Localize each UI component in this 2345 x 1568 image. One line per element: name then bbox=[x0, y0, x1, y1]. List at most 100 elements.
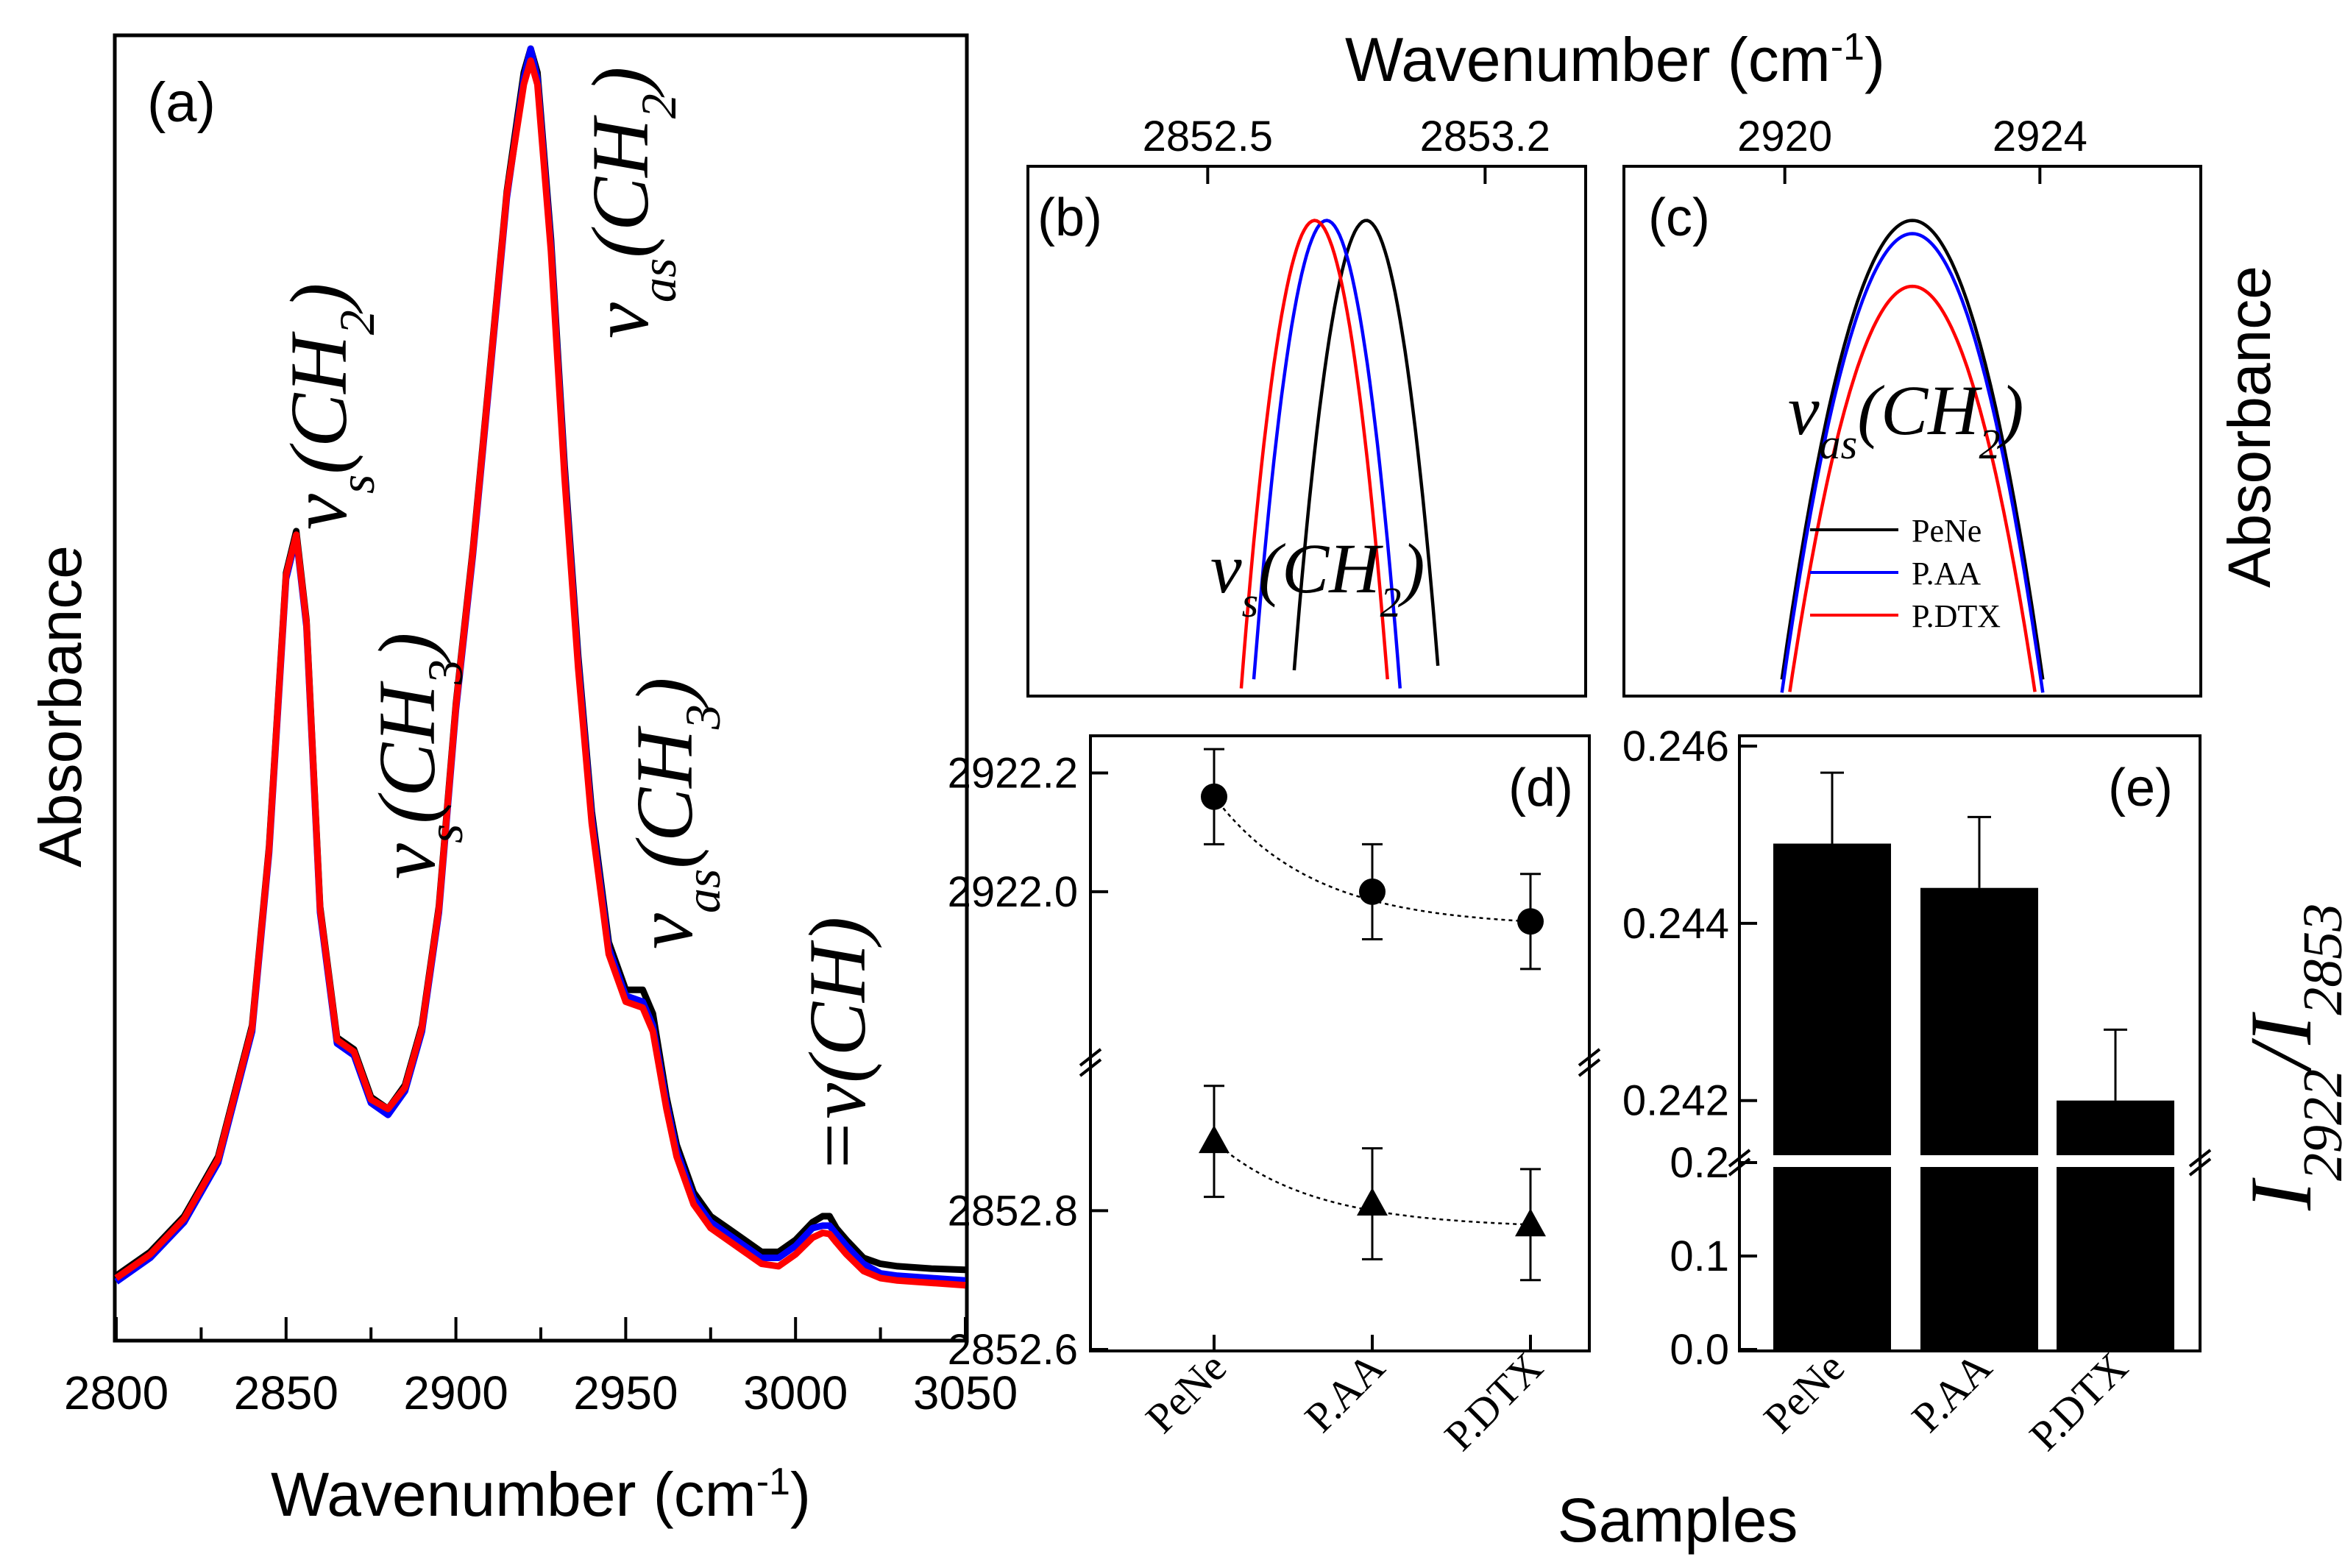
panel-a-xtick-label: 2850 bbox=[234, 1366, 338, 1419]
b-ann-close: ) bbox=[1398, 529, 1425, 608]
panel-a-label: (a) bbox=[147, 71, 216, 134]
panel-a-annotation: νs(CH2) bbox=[274, 283, 385, 530]
panel-e-frame bbox=[1738, 734, 2202, 1352]
panel-e-xtick-label: PeNe bbox=[1754, 1343, 1853, 1442]
panel-d-xtick-label: P.DTX bbox=[1435, 1343, 1552, 1460]
panel-c-annotation: νas(CH2) bbox=[1788, 371, 2023, 468]
b-ann-sub: s bbox=[1242, 578, 1259, 626]
panel-a-xtick-label: 2950 bbox=[573, 1366, 678, 1419]
panel-d-point-triangle-P.AA bbox=[1357, 1188, 1388, 1216]
panel-a-annotation-part: as bbox=[675, 869, 731, 913]
panel-e-label: (e) bbox=[2108, 759, 2173, 817]
ratio-axis-label: I2922/I2853 bbox=[2232, 904, 2345, 1211]
panel-e-xtick-label: P.DTX bbox=[2020, 1343, 2137, 1460]
panel-e-ytick-label: 0.246 bbox=[1622, 723, 1729, 770]
panel-a-xtick-label: 3000 bbox=[743, 1366, 848, 1419]
panel-a-series-P.DTX bbox=[114, 57, 966, 1289]
panel-e-errorbar bbox=[2104, 1028, 2127, 1101]
panel-a-annotation: νas(CH2) bbox=[575, 67, 687, 338]
panel-d-ytick-label: 2852.8 bbox=[948, 1187, 1078, 1235]
panel-d-point-triangle-PeNe bbox=[1199, 1125, 1230, 1154]
x-axis-label-top-sup: -1 bbox=[1831, 26, 1865, 68]
panel-b-xtick-label: 2853.2 bbox=[1420, 113, 1550, 160]
panel-a-annotation-part: 2 bbox=[329, 310, 385, 335]
panel-d-point-circle-P.AA bbox=[1359, 878, 1386, 905]
c-ann-groupsub: 2 bbox=[1979, 420, 2001, 468]
panel-d-fit-triangle bbox=[1213, 1140, 1531, 1226]
panel-e-errorbar bbox=[1968, 815, 1991, 888]
panel-a-annotation-part: ν bbox=[620, 913, 709, 949]
panel-d-point-circle-PeNe bbox=[1201, 783, 1227, 810]
panel-e-xtick-label: P.AA bbox=[1902, 1343, 2001, 1441]
x-axis-label-bottom: Wavenumber (cm-1) bbox=[271, 1460, 811, 1529]
panel-d-ytick-label: 2922.2 bbox=[948, 749, 1078, 797]
panel-d-label: (d) bbox=[1508, 759, 1573, 817]
panel-b-frame bbox=[1026, 165, 1587, 698]
legend-label-PeNe: PeNe bbox=[1912, 513, 1982, 549]
panel-d: (d) 2922.0 2922.2 2852.6 2852.8 PeNe P.AA P.DT… bbox=[948, 734, 1601, 1460]
x-axis-label-bottom-sup: -1 bbox=[756, 1461, 790, 1503]
c-ann-close: ) bbox=[1997, 371, 2024, 450]
panel-c-series-P.AA bbox=[1780, 232, 2045, 693]
panel-a-annotation-part: =ν(CH) bbox=[792, 917, 882, 1174]
panel-e: (e) 0.242 0.244 0.246 0.0 0.1 0.2 PeNe P.AA P.DT… bbox=[1622, 723, 2212, 1460]
ratio-label-base: I bbox=[2232, 1177, 2330, 1211]
panel-b-series-P.AA bbox=[1252, 219, 1402, 689]
panel-b-annotation: νs(CH2) bbox=[1210, 529, 1425, 626]
panel-e-ytick-label: 0.244 bbox=[1622, 900, 1729, 948]
ratio-label-num: 2922 bbox=[2292, 1069, 2345, 1181]
panel-a-annotation-part: (CH bbox=[274, 331, 363, 475]
y-axis-label-left: Absorbance bbox=[27, 545, 94, 868]
panel-e-ytick-label: 0.242 bbox=[1622, 1077, 1729, 1125]
b-ann-group: (CH bbox=[1258, 529, 1383, 608]
panel-e-ytick-label: 0.1 bbox=[1670, 1232, 1729, 1280]
panel-d-ytick-label: 2852.6 bbox=[948, 1326, 1078, 1374]
panel-b-xtick-label: 2852.5 bbox=[1143, 113, 1273, 160]
panel-d-content: 2922.0 2922.2 2852.6 2852.8 PeNe P.AA P.DTX bbox=[948, 748, 1601, 1460]
panel-c-ticks: 2920 2924 bbox=[1737, 113, 2087, 184]
panel-a-frame bbox=[113, 33, 969, 1343]
panel-b-series bbox=[1239, 219, 1440, 689]
panel-d-xtick-label: P.AA bbox=[1295, 1343, 1394, 1441]
panel-e-bar-P.AA bbox=[1920, 887, 2038, 1349]
c-ann-base: ν bbox=[1788, 371, 1820, 450]
panel-e-ytick-label: 0.0 bbox=[1670, 1326, 1729, 1374]
panel-a-annotation: νs(CH3) bbox=[362, 633, 473, 879]
c-ann-sub: as bbox=[1820, 420, 1858, 468]
panel-a-annotation-part: as bbox=[631, 258, 687, 302]
panel-a: (a) 2800 2850 2900 2950 3000 3050 νs(CH2)νs(C… bbox=[64, 33, 1018, 1419]
panel-c-xtick-label: 2924 bbox=[1993, 113, 2087, 160]
panel-d-xtick-label: PeNe bbox=[1136, 1343, 1235, 1442]
panel-a-annotation-part: ) bbox=[362, 633, 452, 664]
panel-a-ticks: 2800 2850 2900 2950 3000 3050 bbox=[64, 1317, 1018, 1419]
panel-e-axis-break-band bbox=[1741, 1155, 2199, 1167]
legend-label-P.DTX: P.DTX bbox=[1912, 598, 2001, 634]
panel-a-series bbox=[114, 45, 966, 1289]
panel-a-annotation-part: ) bbox=[274, 283, 363, 315]
panel-c-label: (c) bbox=[1648, 188, 1710, 247]
panel-a-annotation-part: (CH bbox=[620, 726, 709, 869]
panel-a-annotation-part: 3 bbox=[675, 704, 731, 730]
b-ann-base: ν bbox=[1210, 529, 1242, 608]
panel-c-xtick-label: 2920 bbox=[1737, 113, 1832, 160]
panel-d-ytick-label: 2922.0 bbox=[948, 868, 1078, 916]
panel-c-series bbox=[1780, 219, 2045, 693]
panel-c-frame bbox=[1622, 165, 2202, 698]
panel-d-axis-break bbox=[1578, 1048, 1601, 1077]
panel-b-series-PeNe bbox=[1292, 219, 1440, 671]
panel-a-annotation-part: 2 bbox=[631, 93, 687, 118]
panel-b-label: (b) bbox=[1037, 188, 1102, 247]
panel-a-annotation-part: s bbox=[329, 475, 385, 494]
panel-a-annotation-part: 3 bbox=[417, 659, 473, 685]
x-axis-label-top-close: ) bbox=[1865, 25, 1885, 94]
panel-a-annotation-part: ν bbox=[575, 302, 665, 338]
panel-a-xtick-label: 2800 bbox=[64, 1366, 168, 1419]
panel-a-xtick-label: 2900 bbox=[403, 1366, 508, 1419]
c-ann-group: (CH bbox=[1857, 371, 1982, 450]
panel-c: (c) 2920 2924 νas(CH2) PeNe P.AA P.DTX bbox=[1622, 113, 2202, 698]
panel-e-errorbar bbox=[1820, 771, 1844, 844]
panel-b-ticks: 2852.5 2853.2 bbox=[1143, 113, 1550, 184]
panel-a-annotation-part: (CH bbox=[362, 681, 452, 824]
panel-a-annotation-part: s bbox=[417, 824, 473, 843]
panel-a-annotation-part: (CH bbox=[575, 115, 665, 258]
